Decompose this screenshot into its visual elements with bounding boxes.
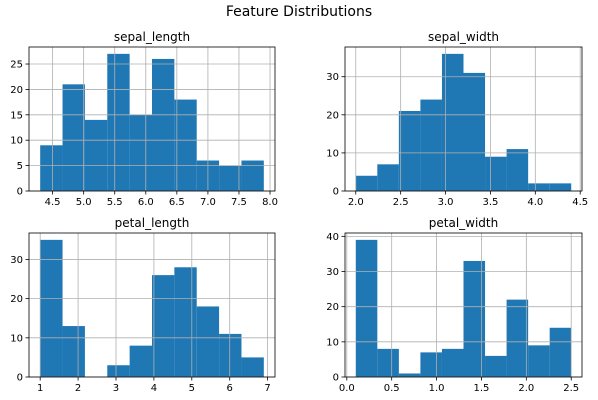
axes-frame [344,46,583,192]
y-tick-label: 30 [326,267,339,278]
y-tick-label: 20 [10,85,23,96]
x-tick-label: 5 [189,383,195,394]
y-tick-label: 20 [10,294,23,305]
histogram-bar [528,345,550,377]
histogram-bar [196,306,220,377]
histogram-bar [219,333,242,377]
histogram-bar [40,239,63,377]
histogram-bar [485,156,507,191]
histogram-bar [355,239,378,377]
axes-frame [28,232,276,378]
y-tick-label: 15 [10,110,23,121]
histogram-bar [355,175,378,191]
x-tick-label: 2.0 [348,197,364,208]
figure-title: Feature Distributions [225,4,373,20]
subplot-sepal_length: 4.5 5.0 5.5 6.0 6.5 7.0 7.5 8.0 0 5 10 15 20 25 sepal_… [10,30,278,208]
histogram-bar [152,58,175,191]
histogram-bar [377,348,399,377]
histogram-bar [62,84,85,191]
histogram-bar [506,299,529,377]
subplot-title: petal_length [115,216,190,230]
x-tick-label: 5.0 [76,197,92,208]
y-tick-label: 0 [17,373,23,384]
subplot-sepal_width: 2.0 2.5 3.0 3.5 4.0 4.5 0 10 20 30 sepal_width [326,30,588,208]
histogram-bar [107,365,130,377]
histogram-bar [463,72,486,191]
x-tick-label: 1.0 [429,383,445,394]
x-tick-label: 2.5 [563,383,579,394]
x-tick-label: 7.5 [231,197,247,208]
x-tick-label: 8.0 [262,197,278,208]
y-tick-label: 5 [17,161,23,172]
histogram-bar [174,99,197,191]
x-tick-label: 2.0 [518,383,534,394]
histogram-bar [420,99,442,191]
y-tick-label: 20 [326,110,339,121]
x-tick-label: 1.5 [474,383,490,394]
subplot-petal_length: 1 2 3 4 5 6 7 0 10 20 30 petal_length [10,216,276,394]
histogram-bar [107,53,130,191]
x-tick-label: 0.0 [339,383,355,394]
histogram-bar [377,164,399,191]
x-tick-label: 0.5 [384,383,400,394]
x-tick-label: 1 [37,383,43,394]
y-tick-label: 20 [326,302,339,313]
y-tick-label: 25 [10,60,23,71]
y-tick-label: 0 [17,187,23,198]
histogram-bar [506,149,529,191]
histogram-bar [398,111,421,191]
x-tick-label: 6.0 [138,197,154,208]
x-tick-label: 7.0 [200,197,216,208]
histogram-bar [485,355,507,377]
y-tick-label: 10 [10,333,23,344]
histogram-bar [528,183,550,191]
histogram-bar [441,53,464,191]
histogram-bar [84,119,108,191]
subplot-petal_width: 0.0 0.5 1.0 1.5 2.0 2.5 0 10 20 30 40 petal_width [326,216,583,394]
subplot-title: sepal_width [428,30,499,44]
histogram-bar [549,327,572,377]
y-tick-label: 30 [326,72,339,83]
axes-frame [28,46,276,192]
x-tick-label: 7 [264,383,270,394]
histogram-bar [129,114,152,191]
histogram-bar [152,275,175,377]
x-tick-label: 3.0 [438,197,454,208]
histogram-bar [40,145,63,191]
y-tick-label: 10 [326,148,339,159]
y-tick-label: 0 [333,187,339,198]
histogram-bar [129,345,152,377]
subplot-title: petal_width [429,216,498,230]
histogram-bar [420,352,442,377]
y-tick-label: 10 [10,136,23,147]
histogram-bar [241,160,264,191]
subplot-title: sepal_length [114,30,190,44]
axes-frame [344,232,583,378]
histogram-bar [398,373,421,377]
x-tick-label: 6 [227,383,233,394]
y-tick-label: 30 [10,255,23,266]
x-tick-label: 4.5 [45,197,61,208]
x-tick-label: 5.5 [107,197,123,208]
x-tick-label: 3.5 [482,197,498,208]
x-tick-label: 6.5 [169,197,185,208]
x-tick-label: 3 [113,383,119,394]
x-tick-label: 4.5 [572,197,588,208]
histogram-bar [219,165,242,191]
histogram-bar [174,267,197,377]
histogram-bar [241,357,264,377]
x-tick-label: 2 [75,383,81,394]
histogram-bar [463,260,486,377]
histogram-bar [62,326,85,377]
histogram-bar [441,348,464,377]
histogram-bar [549,183,572,191]
y-tick-label: 10 [326,337,339,348]
x-tick-label: 4.0 [527,197,543,208]
x-tick-label: 4 [151,383,157,394]
y-tick-label: 0 [333,373,339,384]
y-tick-label: 40 [326,232,339,243]
x-tick-label: 2.5 [393,197,409,208]
